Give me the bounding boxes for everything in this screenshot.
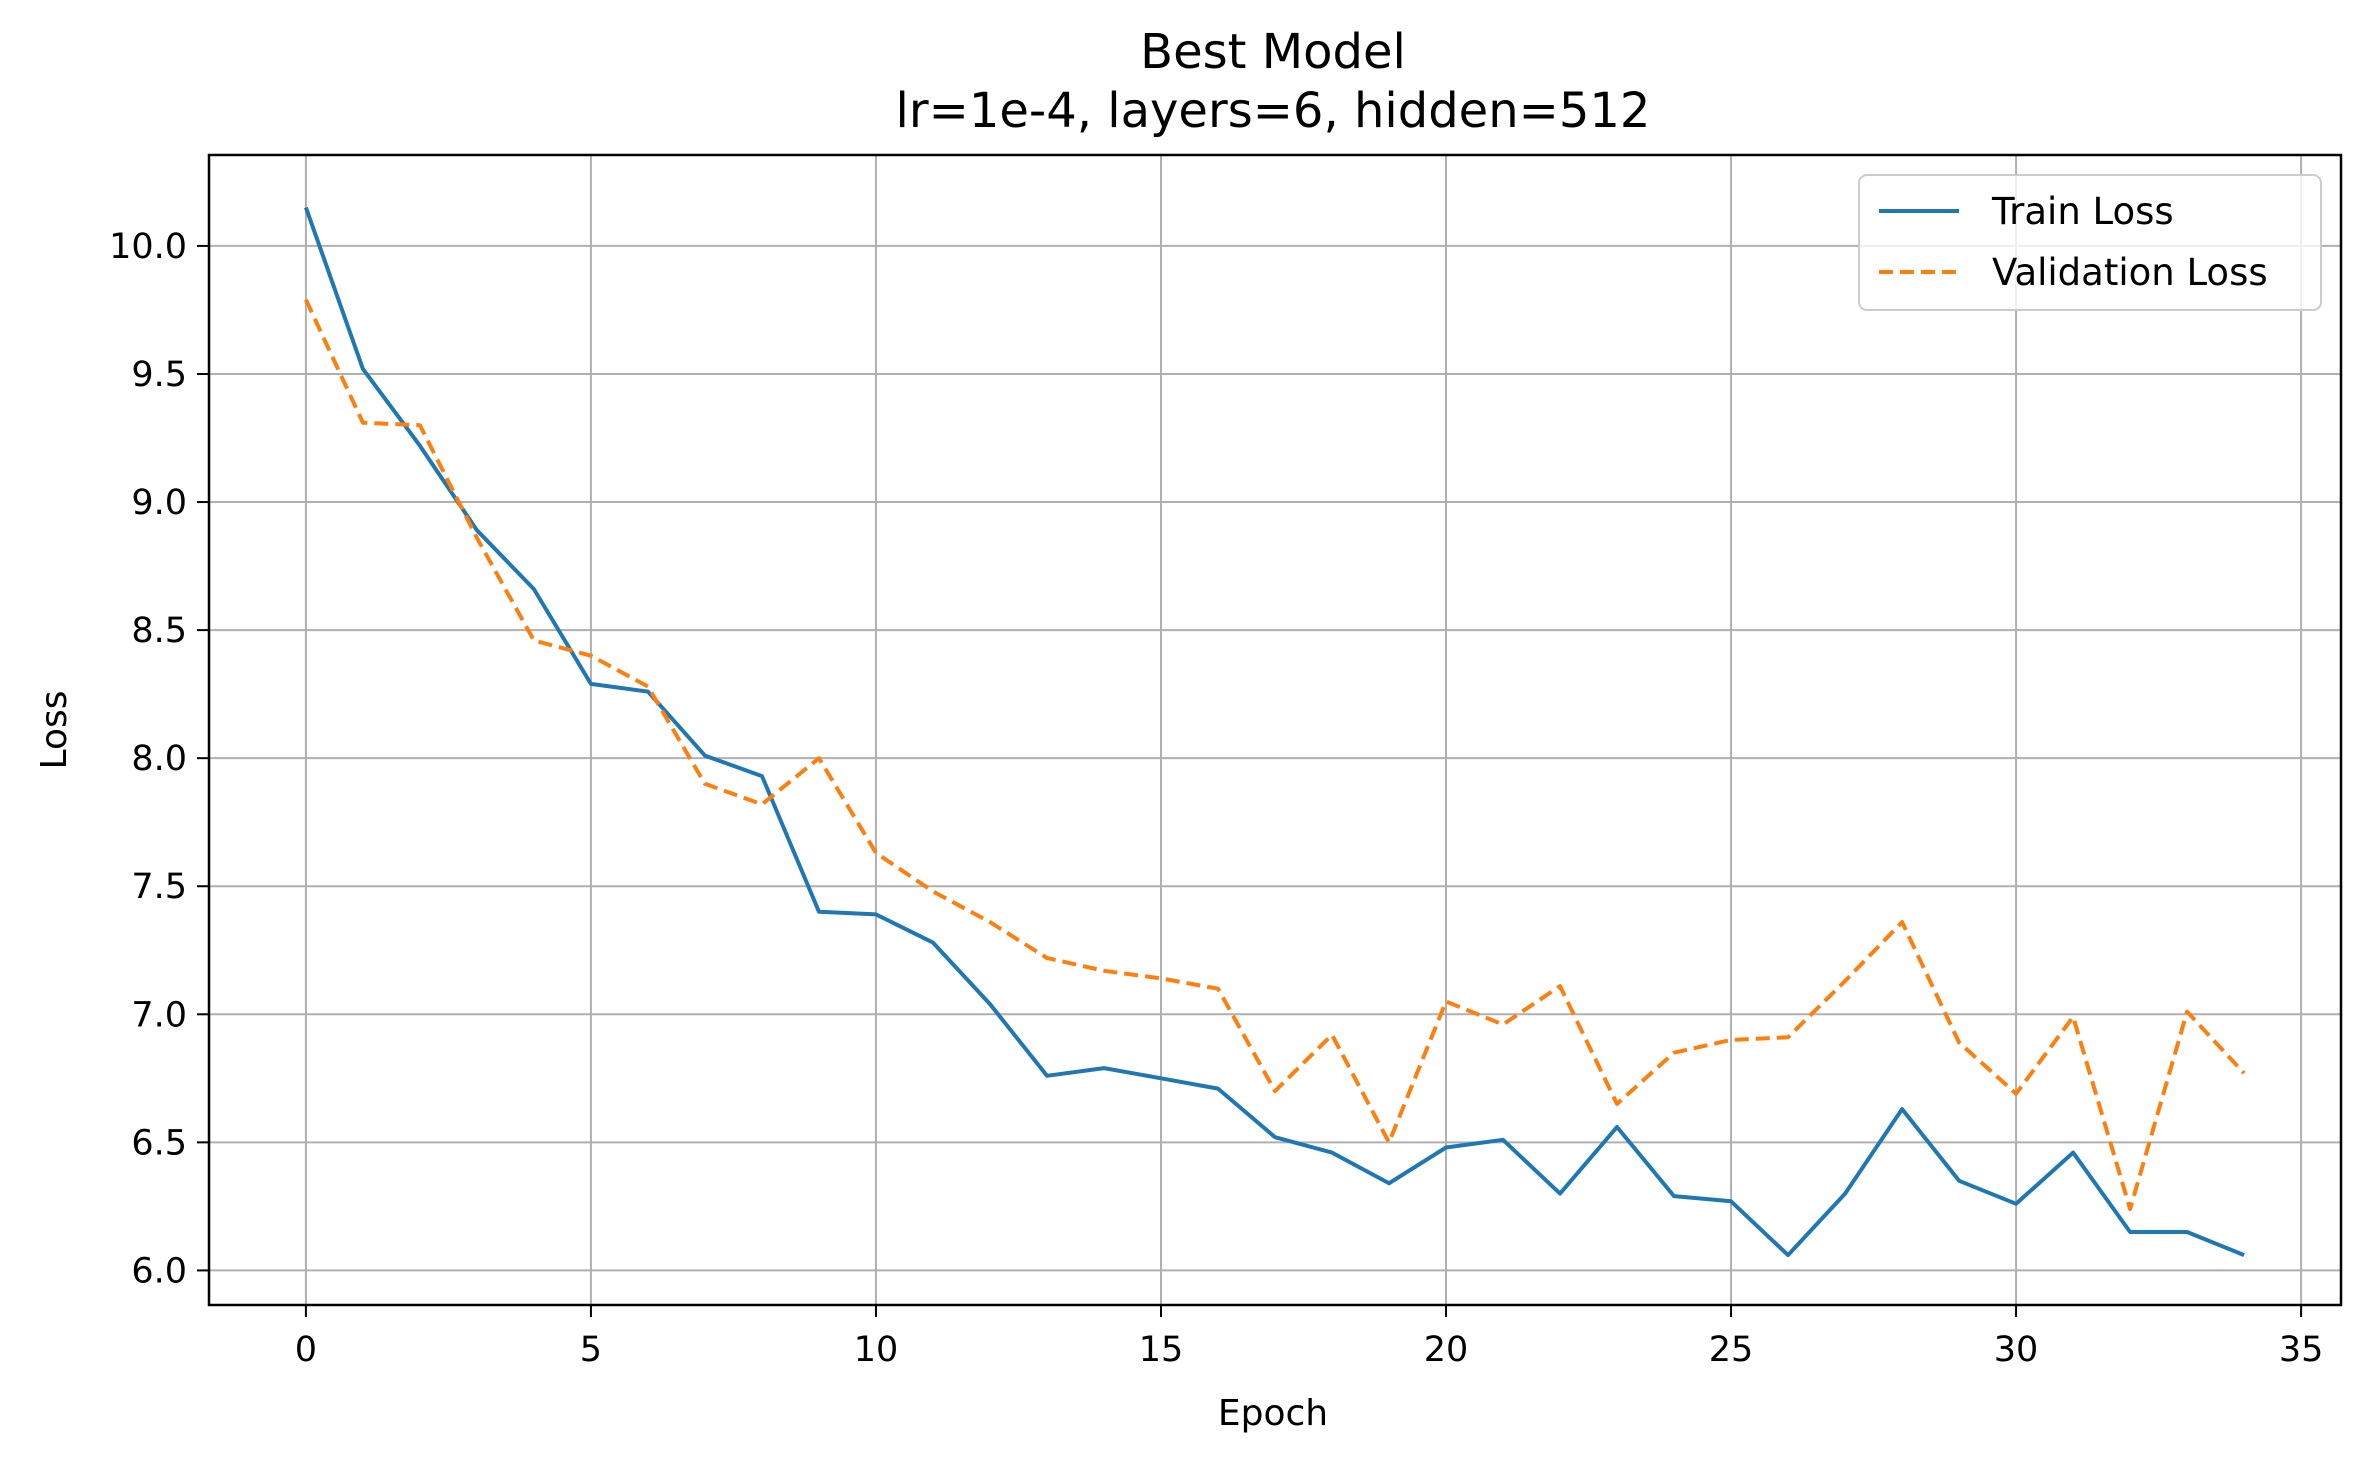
y-tick-label: 6.5 (131, 1123, 187, 1163)
x-tick-label: 30 (1994, 1330, 2039, 1370)
chart-title: Best Model (1140, 24, 1406, 80)
legend-box (1858, 174, 2322, 311)
x-tick-label: 10 (854, 1330, 899, 1370)
legend: Train Loss Validation Loss (1858, 174, 2322, 311)
y-tick-label: 6.0 (131, 1251, 187, 1291)
x-tick-label: 25 (1709, 1330, 1754, 1370)
y-axis-label: Loss (34, 691, 75, 770)
legend-label-train-loss: Train Loss (1991, 190, 2174, 233)
x-tick-label: 5 (580, 1330, 602, 1370)
chart-subtitle: lr=1e-4, layers=6, hidden=512 (896, 83, 1651, 139)
y-tick-label: 9.5 (131, 355, 187, 395)
plot-frame (207, 153, 2343, 1307)
y-tick-label: 7.0 (131, 995, 187, 1035)
y-tick-label: 8.5 (131, 611, 187, 651)
x-tick-label: 0 (295, 1330, 317, 1370)
x-axis-label: Epoch (1218, 1393, 1328, 1434)
series-line-train-loss (304, 206, 2245, 1258)
x-tick-label: 20 (1424, 1330, 1469, 1370)
series-lines (304, 206, 2246, 1258)
grid-lines (209, 155, 2341, 1305)
y-tick-label: 10.0 (109, 227, 187, 267)
x-tick-label: 35 (2279, 1330, 2324, 1370)
y-tick-label: 9.0 (131, 483, 187, 523)
legend-label-validation-loss: Validation Loss (1992, 251, 2268, 294)
series-line-validation-loss (304, 298, 2246, 1211)
x-tick-label: 15 (1139, 1330, 1184, 1370)
y-tick-label: 8.0 (131, 739, 187, 779)
y-tick-label: 7.5 (131, 867, 187, 907)
axis-ticks: 0 5 10 15 20 25 30 35 6.0 6.5 7.0 7.5 8.0 8.5 9.0 9.5 10… (109, 227, 2323, 1370)
